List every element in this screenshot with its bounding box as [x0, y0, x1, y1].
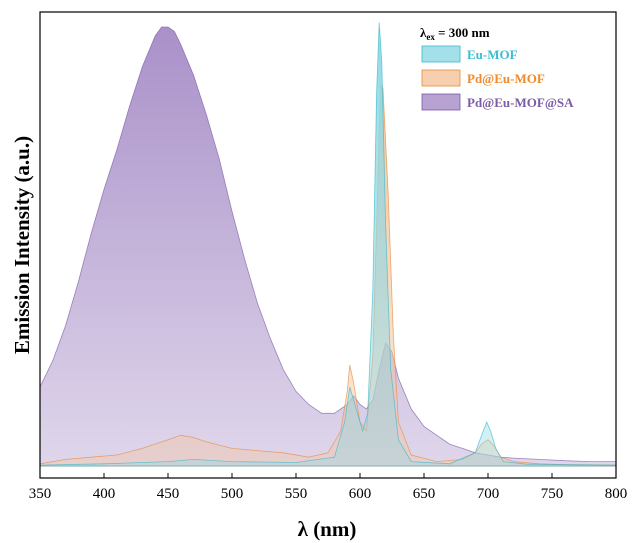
x-tick-label: 400 [93, 486, 116, 502]
y-axis-title: Emission Intensity (a.u.) [10, 136, 34, 354]
x-tick-label: 650 [413, 486, 436, 502]
x-tick-label: 350 [29, 486, 52, 502]
series-area-eu-mof [40, 22, 616, 467]
x-tick-label: 800 [605, 486, 628, 502]
legend-title: λex = 300 nm [420, 25, 490, 42]
legend-label: Eu-MOF [467, 47, 518, 62]
x-axis-title: λ (nm) [298, 517, 357, 541]
x-tick-label: 750 [541, 486, 564, 502]
legend-swatch [421, 69, 461, 87]
x-tick-label: 550 [285, 486, 308, 502]
legend: λex = 300 nm Eu-MOF Pd@Eu-MOF Pd@Eu-MOF@SA [420, 25, 574, 111]
legend-label: Pd@Eu-MOF@SA [467, 95, 574, 110]
x-tick-label: 700 [477, 486, 500, 502]
x-tick-label: 600 [349, 486, 372, 502]
series-area-pd-eu-mof-sa [40, 26, 616, 467]
legend-label: Pd@Eu-MOF [467, 71, 545, 86]
plot-area [39, 11, 617, 479]
x-tick-label: 500 [221, 486, 244, 502]
x-tick-label: 450 [157, 486, 180, 502]
legend-swatch [421, 45, 461, 63]
plot-frame [39, 11, 617, 479]
x-tick-labels: 350 400 450 500 550 600 650 700 750 800 [29, 473, 628, 502]
legend-swatch [421, 93, 461, 111]
